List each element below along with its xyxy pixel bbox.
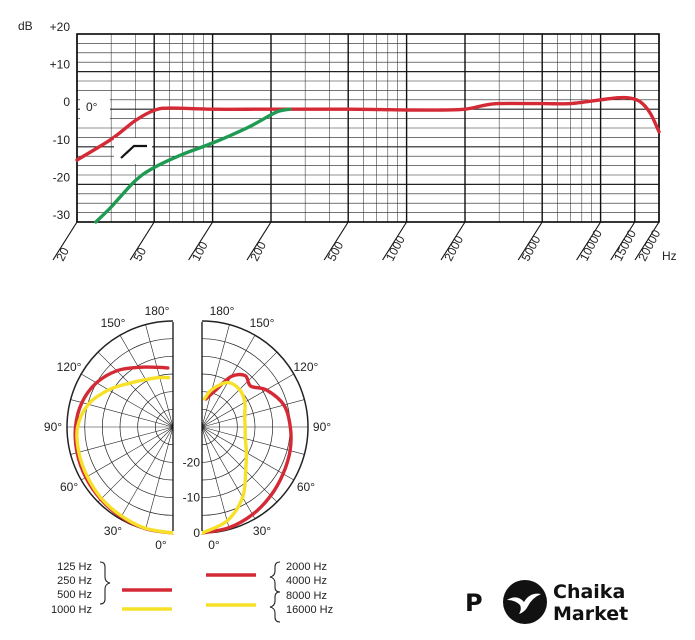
polar-spoke-right — [201, 426, 230, 530]
fr-x-tick-label: 100 — [189, 239, 211, 264]
polar-left-yellow-line — [75, 375, 175, 535]
legend-right-item-2: 8000 Hz — [286, 590, 327, 602]
fr-x-tick-diagonal — [382, 221, 408, 261]
polar-spoke-left — [145, 324, 174, 428]
fr-angle-annotation: 0° — [86, 100, 98, 114]
brand-line-2: Market — [553, 603, 628, 625]
polar-angle-label-left: 150° — [101, 316, 126, 330]
legend-left-item-2: 500 Hz — [57, 589, 92, 601]
polar-spoke-right — [201, 324, 230, 428]
fr-x-tick-diagonal — [246, 221, 272, 261]
fr-x-tick-diagonal — [440, 221, 466, 261]
polar-angle-label-left: 90° — [44, 420, 62, 434]
polar-legend: 125 Hz 250 Hz 500 Hz 1000 Hz 2000 Hz 400… — [51, 561, 333, 623]
fr-x-tick-label: 20000 — [635, 227, 663, 263]
polar-spoke-right — [201, 426, 305, 455]
legend-right-item-3: 16000 Hz — [286, 604, 333, 616]
fr-x-tick-diagonal — [517, 221, 543, 261]
polar-series-group — [73, 365, 293, 535]
bass-cut-switch-icon — [114, 138, 152, 164]
fr-y-tick-label: 0 — [63, 95, 70, 109]
fr-x-tick-label: 500 — [324, 239, 346, 264]
polar-center-gap — [173, 315, 202, 534]
fr-y-tick-labels: +20 +10 0 -10 -20 -30 — [50, 20, 71, 222]
polar-angle-label-left: 0° — [155, 538, 167, 552]
fr-x-tick-label: 5000 — [518, 233, 543, 263]
fr-y-unit-label: dB — [18, 19, 33, 33]
fr-x-tick-label: 1000 — [383, 233, 408, 263]
legend-left-brace — [99, 561, 111, 605]
fr-horizontal-gridlines — [77, 33, 659, 223]
legend-right-brace-2 — [269, 591, 281, 623]
brand-line-1: Chaika — [553, 581, 625, 603]
polar-spoke-left — [145, 426, 174, 530]
fr-x-tick-label: 20 — [53, 245, 72, 264]
fr-x-tick-diagonal — [634, 221, 660, 261]
fr-x-tick-label: 15000 — [611, 227, 639, 263]
polar-angle-label-right: 0° — [208, 538, 220, 552]
legend-right-brace — [269, 561, 281, 593]
legend-right-item-1: 4000 Hz — [286, 575, 327, 587]
frequency-response-chart: +20 +10 0 -10 -20 -30 20 50 100 200 500 1000 2000 50… — [18, 19, 677, 263]
fr-x-tick-diagonal — [323, 221, 349, 261]
polar-spoke-left — [70, 426, 174, 455]
fr-y-tick-label: +20 — [50, 20, 71, 34]
polar-spoke-right — [201, 399, 305, 428]
polar-db-labels: -20 -10 0 — [183, 455, 201, 540]
fr-angle-annotation-box — [80, 95, 110, 123]
legend-left-item-0: 125 Hz — [57, 561, 92, 573]
fr-y-tick-label: +10 — [50, 58, 71, 72]
polar-angle-label-right: 120° — [294, 360, 319, 374]
fr-y-tick-label: -30 — [53, 208, 71, 222]
fr-series-red-line — [75, 95, 661, 162]
polar-spoke-right — [201, 426, 256, 519]
fr-x-tick-label: 200 — [247, 239, 269, 264]
polar-spoke-left — [81, 426, 174, 481]
fr-series-green-line — [94, 107, 292, 224]
watermark: P Chaika Market — [465, 580, 628, 625]
polar-angle-labels: 180° 180° 150° 150° 120° 120° 90° 90° 60° 60° 30° 3… — [44, 304, 331, 552]
fr-x-tick-diagonal — [52, 221, 78, 261]
polar-right-yellow-line — [200, 380, 249, 535]
fr-x-tick-diagonal — [576, 221, 602, 261]
polar-left-red-line — [73, 365, 175, 535]
fr-x-tick-diagonal — [610, 221, 636, 261]
polar-angle-label-left: 120° — [57, 360, 82, 374]
polar-spoke-left — [119, 426, 174, 519]
polar-db-label: -20 — [183, 455, 201, 469]
polar-right-red-line — [200, 372, 293, 535]
polar-angle-label-right: 90° — [313, 420, 331, 434]
polar-db-label: 0 — [193, 526, 200, 540]
fr-x-unit-label: Hz — [662, 249, 677, 263]
polar-pattern-chart: 180° 180° 150° 150° 120° 120° 90° 90° 60° 60° 30° 3… — [44, 304, 331, 552]
fr-x-tick-label: 10000 — [577, 227, 605, 263]
fr-x-tick-label: 50 — [130, 245, 149, 264]
legend-left-item-3: 1000 Hz — [51, 604, 92, 616]
polar-angle-label-left: 30° — [104, 524, 122, 538]
legend-right-item-0: 2000 Hz — [286, 561, 327, 573]
polar-angle-label-right: 180° — [210, 304, 235, 318]
polar-spoke-left — [97, 351, 174, 428]
fr-y-tick-label: -20 — [53, 170, 71, 184]
legend-left-item-1: 250 Hz — [57, 575, 92, 587]
polar-spoke-right — [201, 426, 278, 503]
fr-x-tick-marks — [52, 221, 660, 261]
fr-x-tick-diagonal — [129, 221, 155, 261]
polar-spoke-right — [201, 373, 294, 428]
fr-x-tick-label: 2000 — [441, 233, 466, 263]
polar-angle-label-right: 60° — [297, 480, 315, 494]
polar-db-label: -10 — [183, 491, 201, 505]
polar-angle-label-right: 30° — [253, 524, 271, 538]
watermark-letter: P — [465, 589, 483, 617]
polar-angle-label-left: 180° — [145, 304, 170, 318]
seagull-logo-icon — [503, 580, 547, 624]
fr-x-tick-diagonal — [188, 221, 214, 261]
fr-series-group — [75, 95, 661, 224]
polar-angle-label-right: 150° — [250, 316, 275, 330]
polar-spoke-left — [97, 426, 174, 503]
fr-y-tick-label: -10 — [53, 133, 71, 147]
polar-angle-label-left: 60° — [60, 480, 78, 494]
